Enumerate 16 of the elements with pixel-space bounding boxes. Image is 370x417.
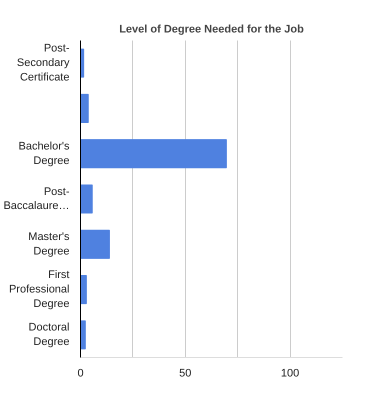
bar: [80, 184, 93, 214]
y-tick-label: Doctoral Degree: [28, 322, 70, 348]
bar: [80, 139, 227, 168]
y-tick-label: Post-Baccalaure…: [3, 186, 70, 212]
bar: [80, 94, 89, 123]
y-tick-label: Master's Degree: [28, 231, 70, 258]
bar: [80, 275, 87, 304]
y-tick-label: First Professional Degree: [8, 269, 70, 310]
x-tick-label: 100: [280, 368, 300, 380]
y-tick-label: Bachelor's Degree: [18, 140, 70, 167]
bar: [80, 230, 110, 259]
bar: [80, 320, 86, 350]
x-tick-label: 50: [179, 368, 192, 380]
x-tick-label: 0: [77, 368, 84, 380]
chart-title: Level of Degree Needed for the Job: [119, 24, 304, 36]
y-tick-label: Post-Secondary Certificate: [16, 42, 70, 84]
